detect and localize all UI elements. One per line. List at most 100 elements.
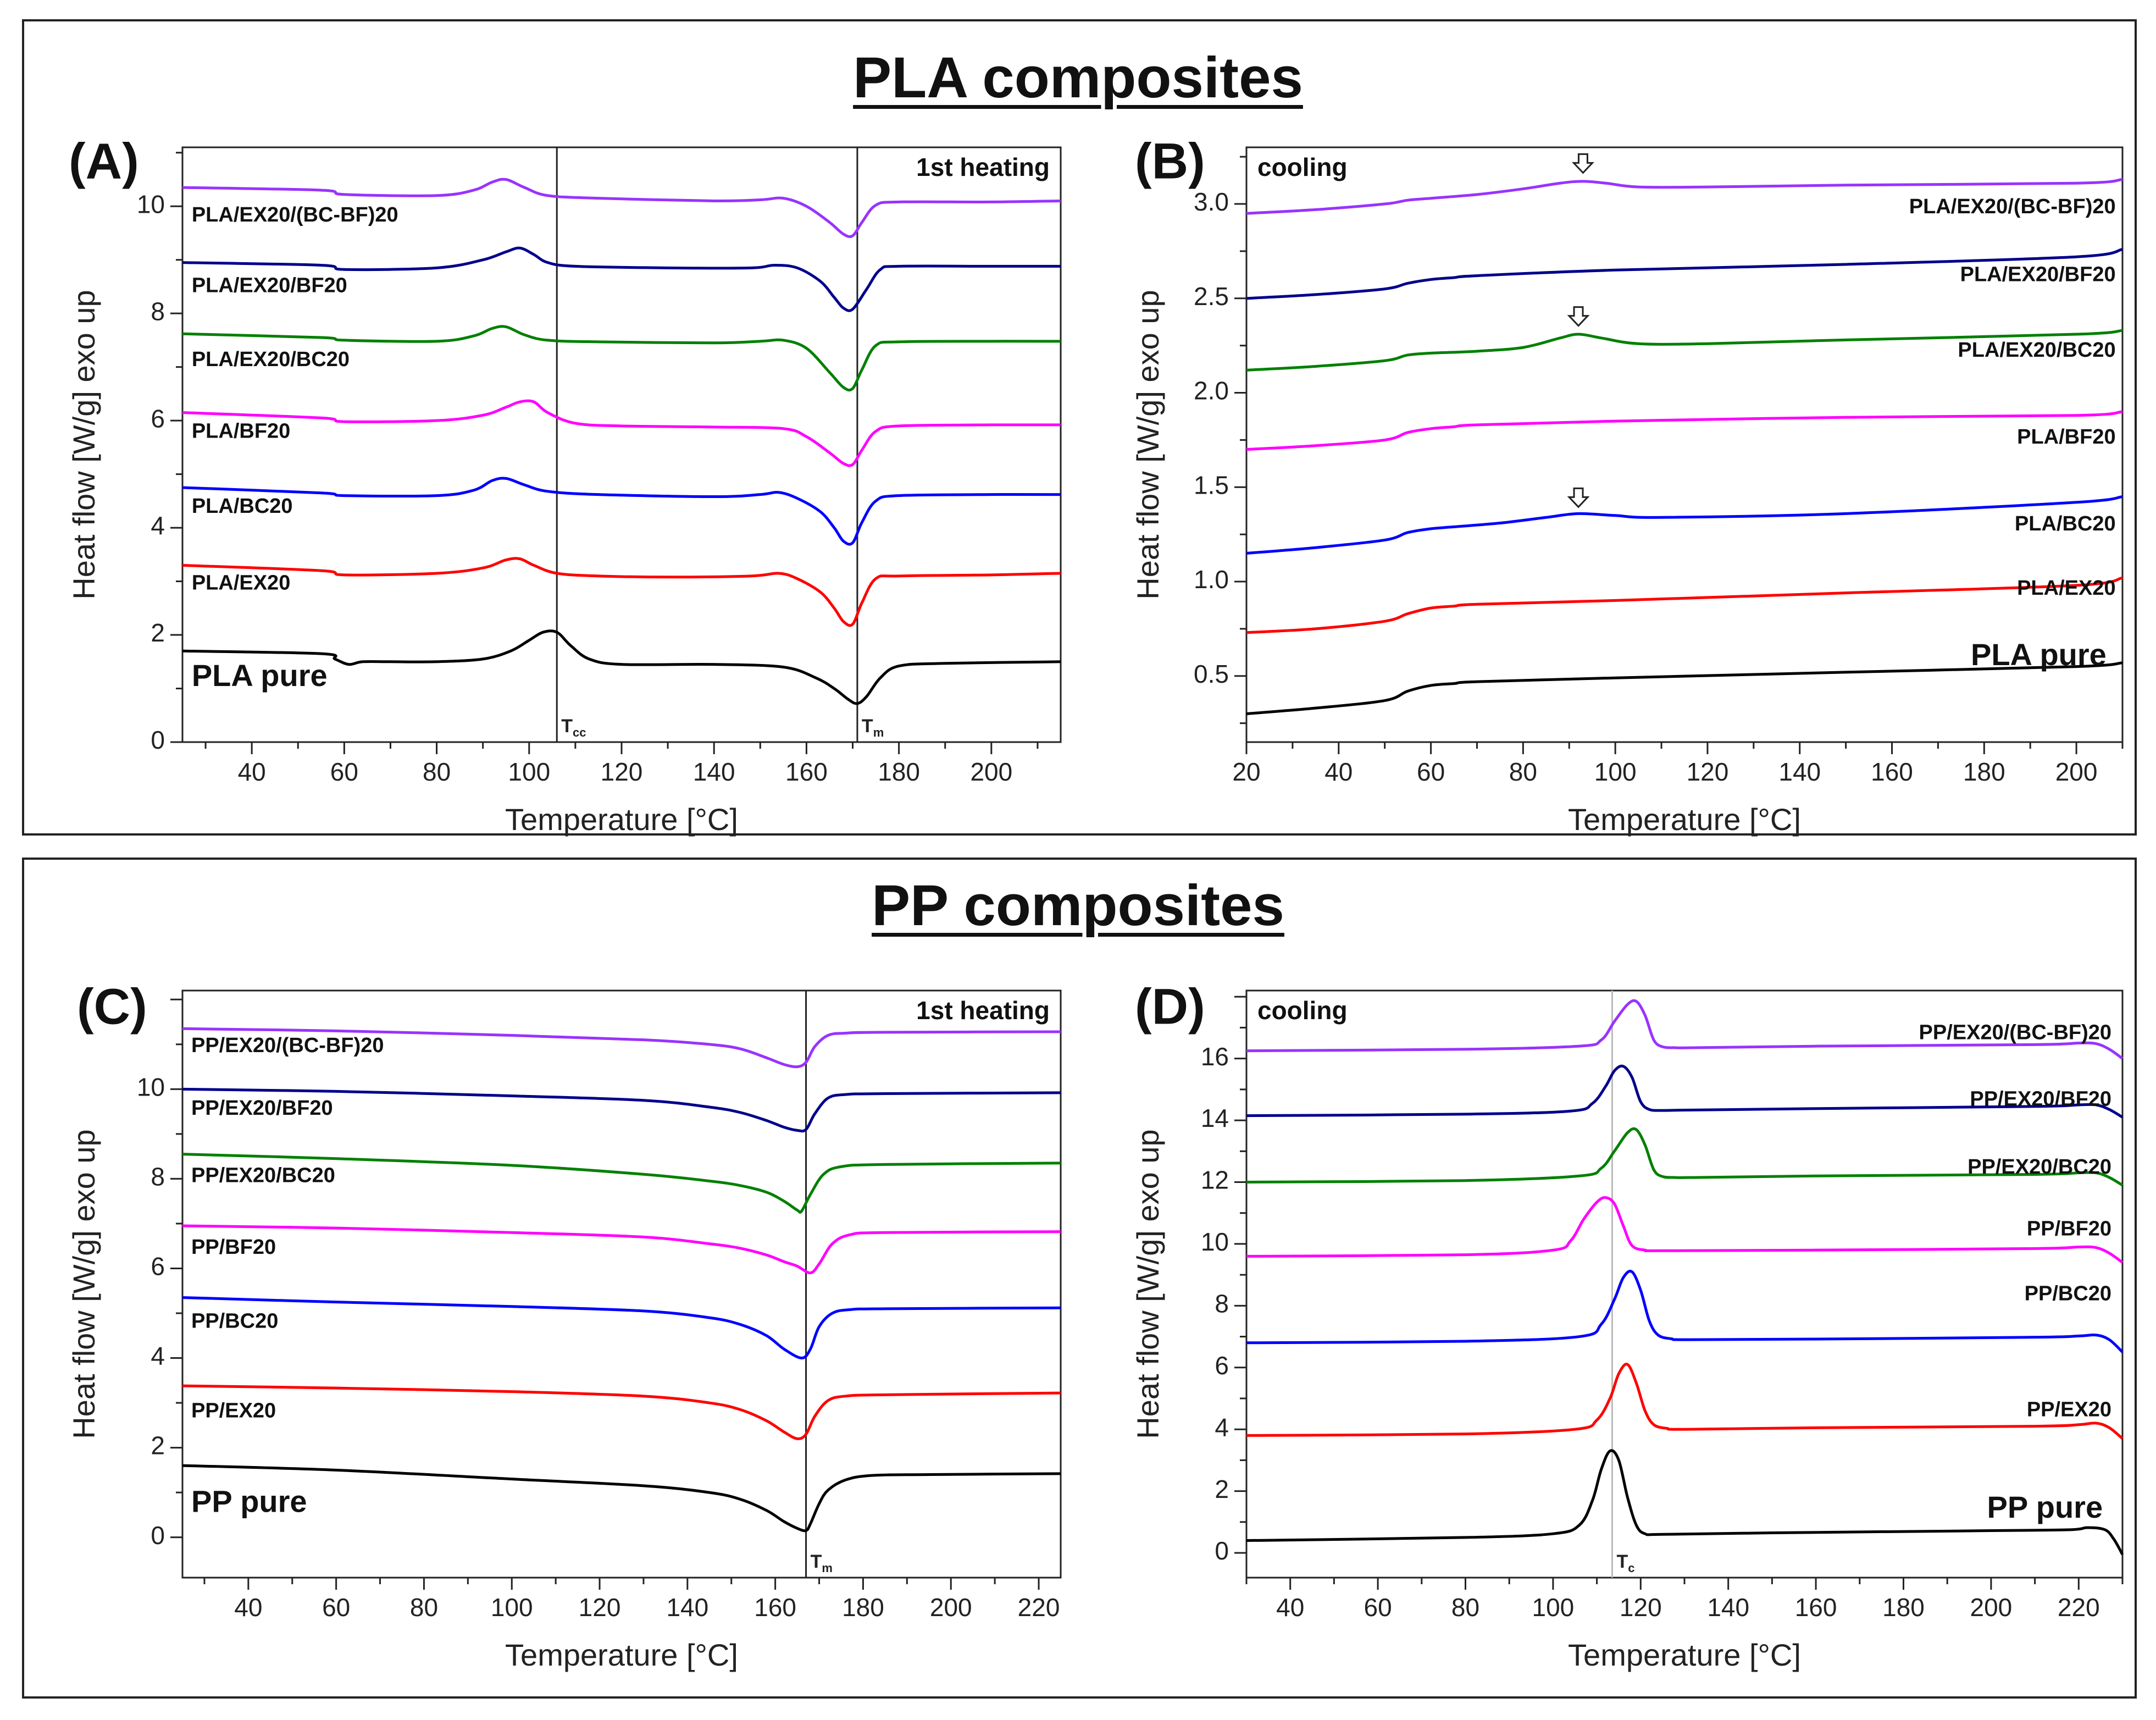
- y-tick-label-C: 0: [151, 1521, 165, 1550]
- y-tick-label-B: 1.5: [1194, 471, 1229, 499]
- y-tick-label-D: 8: [1215, 1290, 1229, 1318]
- series-line-A-0: [182, 629, 1061, 705]
- y-tick-label-D: 2: [1215, 1475, 1229, 1503]
- y-tick-label-C: 2: [151, 1431, 165, 1460]
- panel-label-D: (D): [1135, 978, 1205, 1035]
- series-label-B-6: PLA/EX20/(BC-BF)20: [1909, 195, 2116, 218]
- series-line-C-1: [182, 1384, 1061, 1440]
- x-tick-label-C: 140: [666, 1593, 708, 1622]
- x-axis-title-D: Temperature [°C]: [1568, 1638, 1801, 1672]
- y-axis-title-C: Heat flow [W/g] exo up: [66, 1129, 101, 1439]
- series-label-A-0: PLA pure: [192, 658, 328, 693]
- series-label-B-0: PLA pure: [1971, 637, 2107, 672]
- x-tick-label-D: 80: [1451, 1593, 1479, 1622]
- x-tick-label-B: 100: [1594, 757, 1637, 786]
- x-tick-label-A: 140: [693, 757, 735, 786]
- y-tick-label-A: 6: [151, 404, 165, 433]
- y-axis-title-A: Heat flow [W/g] exo up: [66, 290, 101, 599]
- y-tick-label-A: 10: [137, 190, 165, 218]
- y-tick-label-D: 12: [1201, 1166, 1229, 1194]
- x-tick-label-B: 200: [2055, 757, 2098, 786]
- series-label-D-3: PP/BF20: [2027, 1218, 2111, 1241]
- corner-label-A: 1st heating: [916, 153, 1050, 181]
- series-line-D-1: [1246, 1363, 2124, 1440]
- series-line-D-4: [1246, 1127, 2124, 1187]
- y-tick-label-D: 0: [1215, 1536, 1229, 1565]
- y-tick-label-D: 4: [1215, 1413, 1229, 1441]
- series-label-A-3: PLA/BF20: [192, 420, 290, 443]
- peak-arrow-marker-B-2: [1567, 487, 1590, 508]
- x-tick-label-B: 160: [1871, 757, 1913, 786]
- x-tick-label-B: 20: [1232, 757, 1260, 786]
- x-tick-label-D: 120: [1620, 1593, 1662, 1622]
- y-tick-label-D: 10: [1201, 1227, 1229, 1256]
- x-tick-label-D: 200: [1970, 1593, 2013, 1622]
- series-label-A-5: PLA/EX20/BF20: [192, 274, 347, 297]
- x-tick-label-D: 220: [2058, 1593, 2100, 1622]
- y-axis-title-B: Heat flow [W/g] exo up: [1130, 290, 1165, 599]
- x-tick-label-D: 180: [1882, 1593, 1925, 1622]
- x-tick-label-D: 60: [1364, 1593, 1392, 1622]
- x-tick-label-D: 140: [1707, 1593, 1749, 1622]
- x-tick-label-C: 180: [842, 1593, 884, 1622]
- vline-label-A: Tm: [862, 716, 884, 739]
- x-tick-label-A: 200: [970, 757, 1012, 786]
- series-label-D-0: PP pure: [1987, 1490, 2103, 1524]
- x-tick-label-A: 40: [238, 757, 266, 786]
- y-tick-label-B: 1.0: [1194, 565, 1229, 594]
- corner-label-D: cooling: [1257, 996, 1348, 1025]
- axes-box-B: [1245, 146, 2124, 743]
- series-line-B-0: [1246, 661, 2123, 715]
- y-tick-label-D: 6: [1215, 1351, 1229, 1380]
- series-line-C-3: [182, 1224, 1061, 1275]
- series-line-A-5: [182, 246, 1061, 312]
- y-tick-label-D: 14: [1201, 1104, 1229, 1132]
- y-tick-label-A: 2: [151, 618, 165, 647]
- x-tick-label-A: 160: [785, 757, 828, 786]
- x-tick-label-C: 80: [410, 1593, 438, 1622]
- x-tick-label-C: 60: [322, 1593, 350, 1622]
- y-tick-label-A: 4: [151, 511, 165, 540]
- pla-panel-frame: [22, 19, 2137, 836]
- corner-label-C: 1st heating: [916, 996, 1050, 1025]
- corner-label-B: cooling: [1257, 153, 1348, 181]
- x-tick-label-A: 60: [330, 757, 358, 786]
- series-label-A-4: PLA/EX20/BC20: [192, 348, 350, 371]
- x-axis-title-B: Temperature [°C]: [1568, 802, 1801, 837]
- series-label-B-1: PLA/EX20: [2017, 577, 2116, 600]
- series-line-A-2: [182, 477, 1061, 546]
- series-line-B-6: [1246, 178, 2123, 215]
- series-label-B-3: PLA/BF20: [2017, 425, 2115, 449]
- series-label-D-4: PP/EX20/BC20: [1967, 1155, 2111, 1179]
- series-line-D-5: [1246, 1064, 2124, 1119]
- series-label-D-1: PP/EX20: [2027, 1398, 2111, 1421]
- series-label-D-2: PP/BC20: [2025, 1282, 2111, 1306]
- y-tick-label-A: 0: [151, 726, 165, 754]
- y-axis-title-D: Heat flow [W/g] exo up: [1130, 1129, 1165, 1439]
- x-tick-label-B: 60: [1417, 757, 1445, 786]
- series-line-B-3: [1246, 410, 2123, 451]
- series-line-B-1: [1246, 576, 2123, 634]
- x-tick-label-A: 120: [601, 757, 643, 786]
- x-tick-label-C: 220: [1018, 1593, 1060, 1622]
- x-tick-label-D: 100: [1532, 1593, 1575, 1622]
- x-tick-label-B: 180: [1963, 757, 2005, 786]
- series-label-A-2: PLA/BC20: [192, 495, 293, 518]
- series-label-C-1: PP/EX20: [191, 1399, 276, 1422]
- panel-A: (A) 40 60 80 100 120 140 160 180 200 0 2 4 6 8 10 Temper…: [66, 133, 1062, 837]
- panel-label-B: (B): [1135, 133, 1205, 189]
- x-tick-label-C: 120: [579, 1593, 621, 1622]
- panel-D: (D) 40 60 80 100 120 140 160 180 200 220 0 2 4 6 8 10 12 1…: [1130, 978, 2124, 1672]
- x-tick-label-B: 140: [1778, 757, 1821, 786]
- pp-section-title: PP composites: [872, 873, 1284, 938]
- series-label-B-4: PLA/EX20/BC20: [1958, 339, 2115, 362]
- series-line-D-6: [1246, 999, 2124, 1060]
- x-tick-label-D: 160: [1795, 1593, 1837, 1622]
- y-tick-label-B: 3.0: [1194, 187, 1229, 216]
- series-line-A-4: [182, 325, 1061, 392]
- y-tick-label-B: 2.0: [1194, 377, 1229, 405]
- y-tick-label-C: 4: [151, 1342, 165, 1370]
- y-tick-label-B: 2.5: [1194, 282, 1229, 311]
- series-label-A-1: PLA/EX20: [192, 571, 291, 594]
- x-tick-label-C: 40: [234, 1593, 262, 1622]
